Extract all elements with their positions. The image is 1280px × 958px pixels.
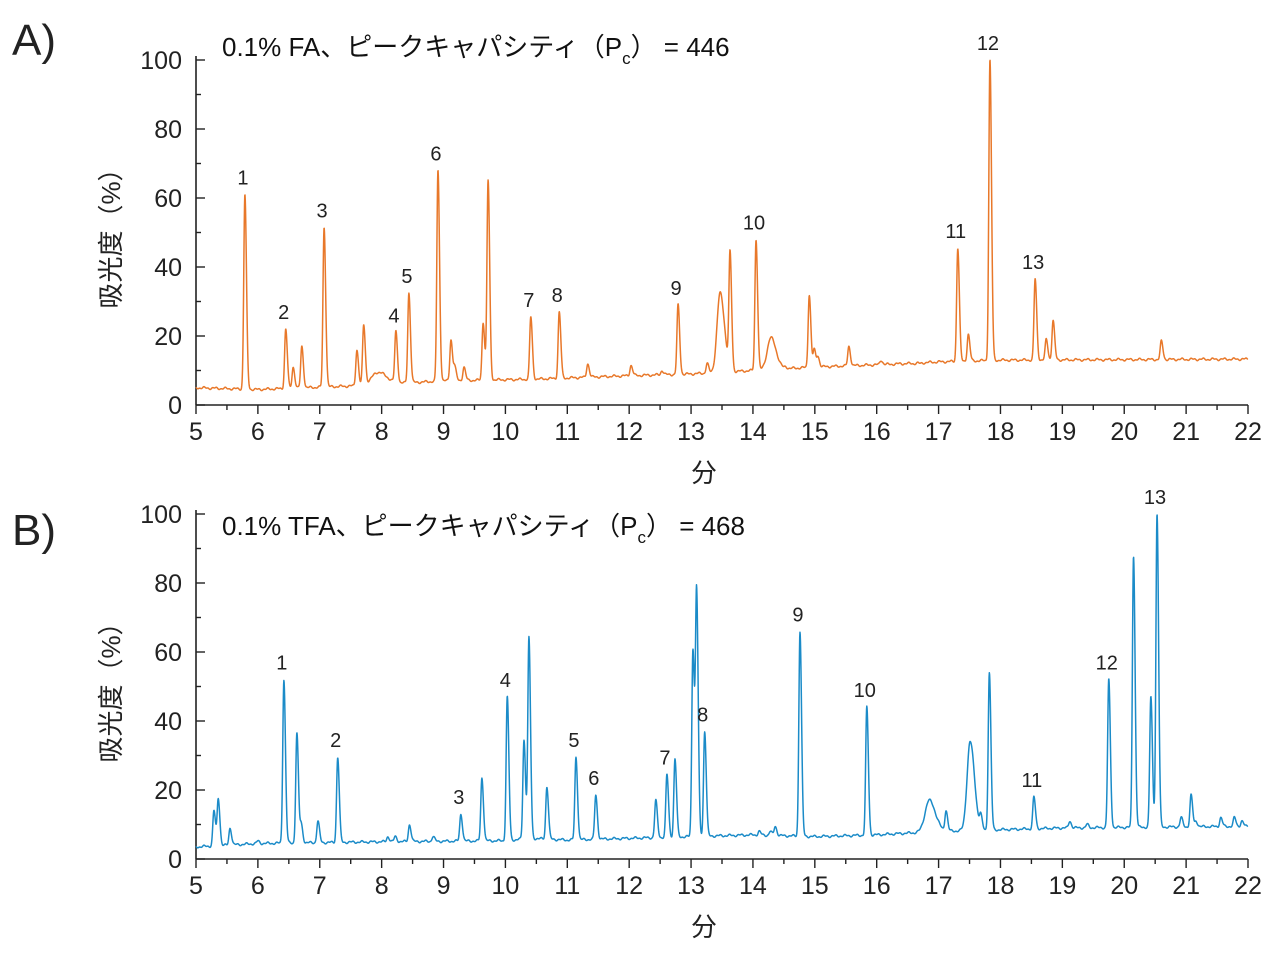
x-tick-label: 19 <box>1048 418 1076 446</box>
x-tick-label: 21 <box>1172 418 1200 446</box>
x-tick-label: 13 <box>677 418 705 446</box>
peak-label: 10 <box>854 680 876 702</box>
y-tick-label: 0 <box>168 392 182 420</box>
x-tick-label: 13 <box>677 872 705 900</box>
peak-label: 3 <box>317 200 328 222</box>
title-subscript: c <box>637 528 646 547</box>
peak-label: 10 <box>743 212 765 234</box>
y-tick-label: 20 <box>154 323 182 351</box>
panel-a: A) 0.1% FA、ピークキャパシティ（Pc） = 446 分 吸光度（%） … <box>12 16 1262 488</box>
x-tick-label: 18 <box>987 872 1015 900</box>
title-subscript: c <box>622 49 631 68</box>
x-tick-label: 15 <box>801 872 829 900</box>
x-tick-label: 22 <box>1234 872 1262 900</box>
peak-label: 13 <box>1144 487 1166 509</box>
x-tick-label: 7 <box>313 872 327 900</box>
x-tick-label: 5 <box>189 418 203 446</box>
title-end: ） = 468 <box>646 511 745 541</box>
y-tick-label: 40 <box>154 254 182 282</box>
y-tick-label: 80 <box>154 570 182 598</box>
peak-label: 11 <box>945 221 966 243</box>
chart-title: 0.1% TFA、ピークキャパシティ（Pc） = 468 <box>222 511 745 547</box>
x-tick-label: 17 <box>925 872 953 900</box>
x-tick-label: 15 <box>801 418 829 446</box>
x-axis-label: 分 <box>691 912 717 942</box>
x-tick-label: 17 <box>925 418 953 446</box>
peak-label: 2 <box>330 730 341 752</box>
y-tick-label: 80 <box>154 116 182 144</box>
peak-label: 7 <box>523 290 534 312</box>
peak-label: 1 <box>237 168 248 190</box>
peak-label: 8 <box>697 704 708 726</box>
x-tick-label: 22 <box>1234 418 1262 446</box>
x-axis-label: 分 <box>691 458 717 488</box>
x-tick-label: 9 <box>437 418 451 446</box>
peak-label: 8 <box>552 285 563 307</box>
x-tick-label: 7 <box>313 418 327 446</box>
x-tick-label: 5 <box>189 872 203 900</box>
x-tick-label: 6 <box>251 418 265 446</box>
panel-label: A) <box>12 16 56 65</box>
peak-label: 7 <box>659 747 670 769</box>
x-tick-label: 21 <box>1172 872 1200 900</box>
x-tick-label: 14 <box>739 418 767 446</box>
chromatogram-trace <box>195 514 1249 849</box>
peak-label: 5 <box>568 730 579 752</box>
x-tick-label: 11 <box>554 872 580 900</box>
y-tick-label: 60 <box>154 639 182 667</box>
x-tick-label: 20 <box>1110 872 1138 900</box>
y-tick-label: 100 <box>140 47 182 75</box>
peak-label: 9 <box>792 604 803 626</box>
y-tick-label: 0 <box>168 846 182 874</box>
x-tick-label: 18 <box>987 418 1015 446</box>
peak-label: 4 <box>500 670 511 692</box>
y-tick-label: 100 <box>140 501 182 529</box>
panel-label: B) <box>12 506 56 555</box>
peak-label: 3 <box>453 787 464 809</box>
x-tick-label: 12 <box>615 418 643 446</box>
x-tick-label: 14 <box>739 872 767 900</box>
x-tick-label: 19 <box>1048 872 1076 900</box>
y-tick-label: 20 <box>154 777 182 805</box>
chromatogram-trace <box>195 59 1249 392</box>
panel-b: B) 0.1% TFA、ピークキャパシティ（Pc） = 468 分 吸光度（%）… <box>12 487 1262 942</box>
x-tick-label: 16 <box>863 872 891 900</box>
y-tick-label: 40 <box>154 708 182 736</box>
peak-label: 6 <box>430 143 441 165</box>
y-axis-label: 吸光度（%） <box>96 155 126 308</box>
peak-label: 1 <box>276 653 287 675</box>
x-tick-label: 8 <box>375 872 389 900</box>
y-axis-label: 吸光度（%） <box>96 609 126 762</box>
x-tick-label: 16 <box>863 418 891 446</box>
peak-label: 11 <box>1022 770 1043 792</box>
peak-label: 13 <box>1022 252 1044 274</box>
x-tick-label: 12 <box>615 872 643 900</box>
x-tick-label: 10 <box>492 872 520 900</box>
x-tick-label: 11 <box>554 418 580 446</box>
peak-label: 9 <box>671 278 682 300</box>
peak-label: 6 <box>588 768 599 790</box>
x-tick-label: 10 <box>492 418 520 446</box>
x-tick-label: 9 <box>437 872 451 900</box>
title-main: 0.1% TFA、ピークキャパシティ（P <box>222 511 637 541</box>
y-tick-label: 60 <box>154 185 182 213</box>
peak-label: 5 <box>401 266 412 288</box>
x-tick-label: 20 <box>1110 418 1138 446</box>
chart-title: 0.1% FA、ピークキャパシティ（Pc） = 446 <box>222 32 730 68</box>
peak-label: 2 <box>278 302 289 324</box>
peak-label: 12 <box>977 33 999 55</box>
peak-label: 4 <box>388 306 399 328</box>
title-main: 0.1% FA、ピークキャパシティ（P <box>222 32 622 62</box>
title-end: ） = 446 <box>631 32 730 62</box>
peak-label: 12 <box>1096 653 1118 675</box>
x-tick-label: 8 <box>375 418 389 446</box>
x-tick-label: 6 <box>251 872 265 900</box>
